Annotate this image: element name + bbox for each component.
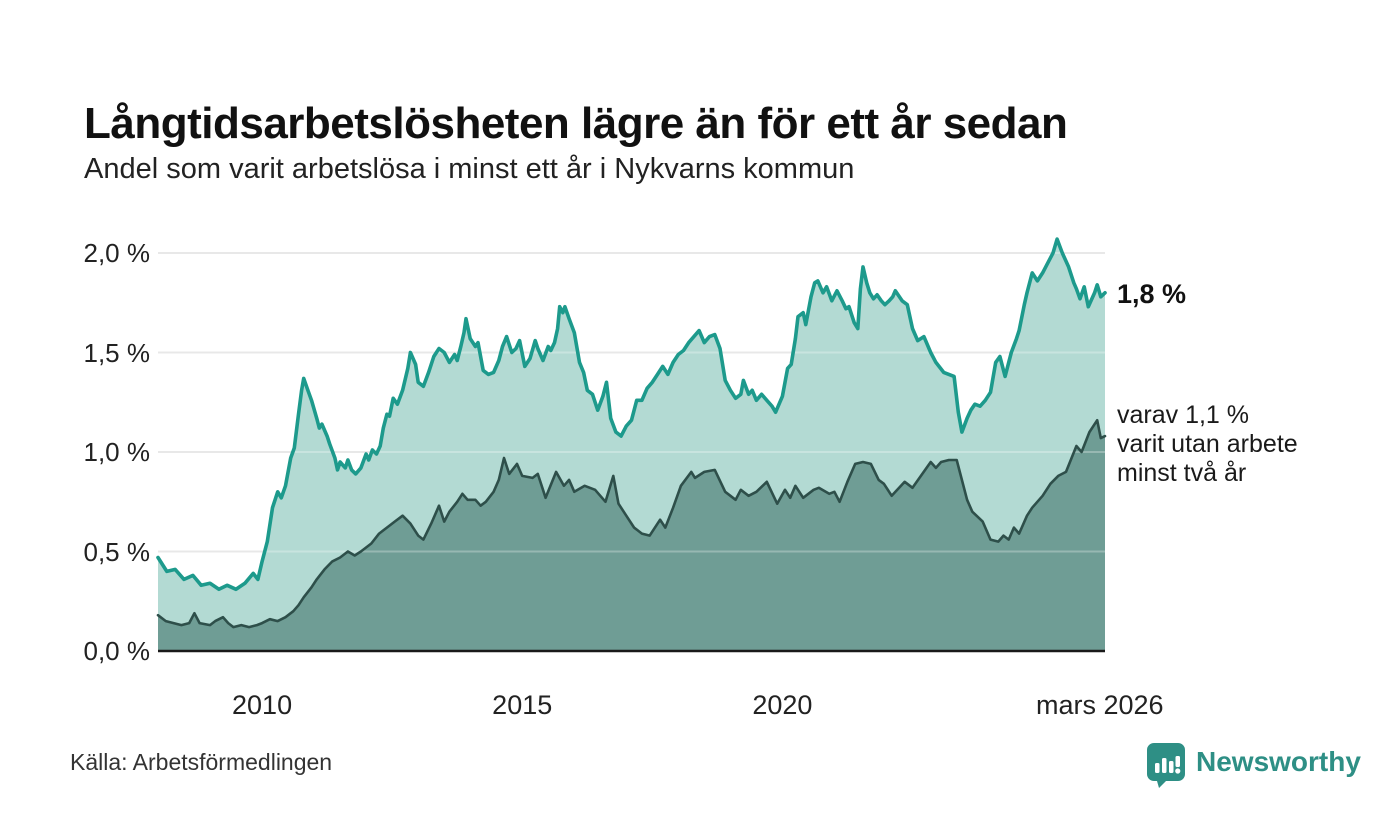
plot-svg <box>156 237 1107 653</box>
line-unemployed-2yr <box>156 418 1107 629</box>
newsworthy-logo: Newsworthy <box>1146 742 1361 794</box>
end-value-label-subseries-line: varit utan arbete <box>1117 430 1298 458</box>
source-credit: Källa: Arbetsförmedlingen <box>70 749 333 775</box>
area-chart-plot <box>156 228 1107 653</box>
end-value-label-total: 1,8 % <box>1117 279 1187 309</box>
area-unemployed-2yr <box>158 420 1105 651</box>
newsworthy-pin-barchart-icon <box>1146 742 1186 794</box>
x-tick-label: 2010 <box>232 690 293 720</box>
page-subtitle: Andel som varit arbetslösa i minst ett å… <box>84 153 855 185</box>
end-value-label-subseries-line: minst två år <box>1117 459 1247 487</box>
x-tick-label: 2015 <box>492 690 553 720</box>
page-title: Långtidsarbetslösheten lägre än för ett … <box>84 99 1068 149</box>
x-tick-label: mars 2026 <box>1035 690 1164 720</box>
x-tick-label: 2020 <box>752 690 813 720</box>
end-value-label-subseries: varav 1,1 % varit utan arbete minst två år <box>1117 401 1298 488</box>
line-unemployed-1yr <box>156 237 1107 592</box>
y-tick-label: 1,5 % <box>83 337 151 368</box>
y-tick-label: 0,5 % <box>83 536 151 567</box>
y-tick-label: 1,0 % <box>83 437 151 467</box>
newsworthy-logo-text: Newsworthy <box>1196 746 1361 777</box>
y-tick-label: 0,0 % <box>83 636 151 666</box>
y-tick-label: 2,0 % <box>83 238 151 268</box>
end-value-label-subseries-line: varav 1,1 % <box>1117 401 1250 429</box>
